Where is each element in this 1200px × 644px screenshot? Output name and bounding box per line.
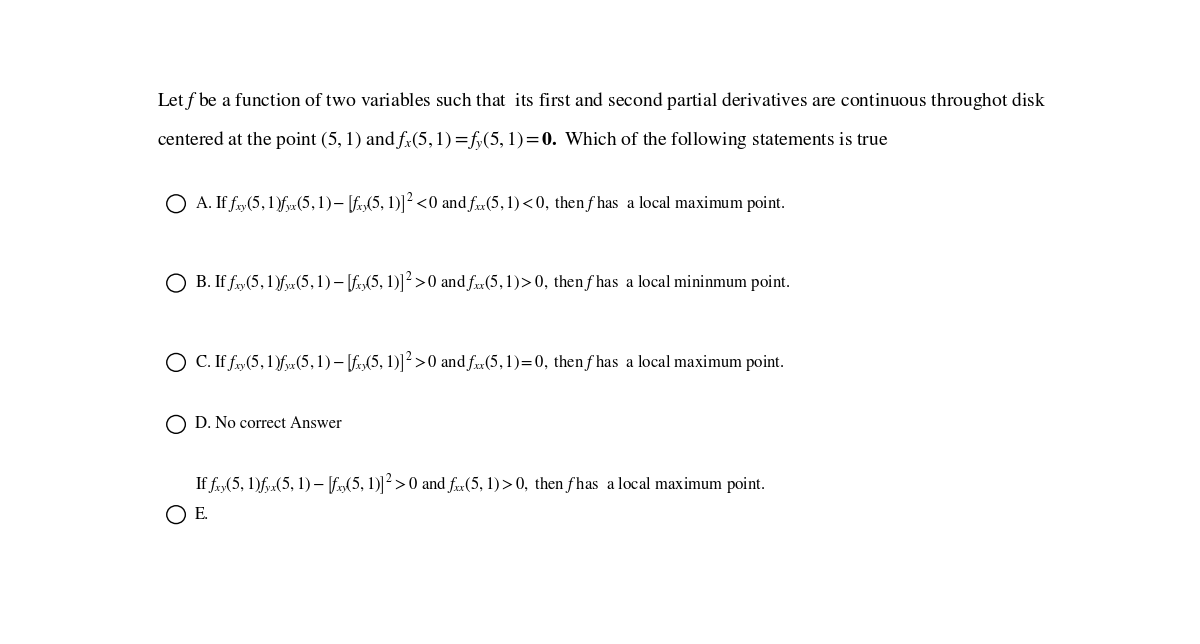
- Text: Let $\mathit{f}$ be a function of two variables such that  its first and second : Let $\mathit{f}$ be a function of two va…: [157, 90, 1046, 111]
- Text: centered at the point $(5,1)$ and $f_x(5,1) = f_y(5,1) = \mathbf{0.}$ Which of t: centered at the point $(5,1)$ and $f_x(5…: [157, 129, 889, 153]
- Text: A. If $f_{xy}(5,1)f_{yx}(5,1) - \left[f_{xy}\!\left(5,1\right)\right]^{2} < 0$ a: A. If $f_{xy}(5,1)f_{yx}(5,1) - \left[f_…: [194, 191, 785, 216]
- Text: If $f_{xy}(5,1)f_{yx}(5,1) - \left[f_{xy}\!\left(5,1\right)\right]^{2} > 0$ and : If $f_{xy}(5,1)f_{yx}(5,1) - \left[f_{xy…: [194, 473, 764, 497]
- Text: C. If $f_{xy}(5,1)f_{yx}(5,1) - \left[f_{xy}\!\left(5,1\right)\right]^{2} > 0$ a: C. If $f_{xy}(5,1)f_{yx}(5,1) - \left[f_…: [194, 350, 785, 375]
- Text: B. If $f_{xy}(5,1)f_{yx}(5,1) - \left[f_{xy}\!\left(5,1\right)\right]^{2} > 0$ a: B. If $f_{xy}(5,1)f_{yx}(5,1) - \left[f_…: [194, 270, 790, 296]
- Text: E.: E.: [194, 507, 209, 523]
- Text: D. No correct Answer: D. No correct Answer: [194, 417, 341, 432]
